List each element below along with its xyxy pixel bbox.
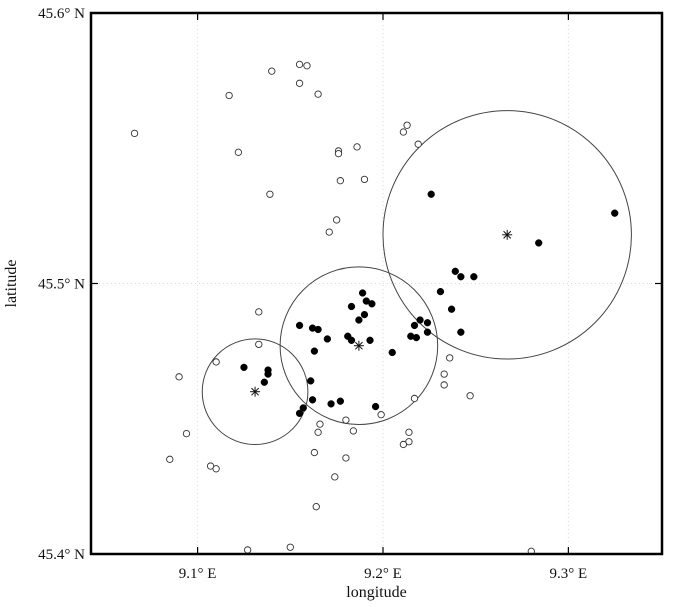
filled-point (427, 190, 435, 198)
filled-point (323, 335, 332, 343)
filled-point (457, 273, 465, 281)
hollow-point (212, 465, 220, 473)
filled-point (347, 336, 356, 344)
hollow-point (255, 308, 263, 316)
hollow-point (244, 546, 252, 554)
y-tick-label: 45.4° N (38, 547, 85, 563)
star-marker (502, 229, 513, 240)
cluster-circles (201, 110, 632, 446)
hollow-point (410, 394, 419, 403)
filled-point (355, 316, 363, 324)
filled-point (436, 287, 445, 296)
filled-point (299, 404, 307, 412)
x-tick-label: 9.3° E (550, 566, 588, 582)
filled-point (416, 316, 424, 324)
hollow-point (182, 429, 191, 438)
hollow-point (175, 373, 183, 381)
hollow-point (314, 428, 322, 436)
data-points (130, 60, 619, 555)
cluster-circle (382, 110, 632, 360)
hollow-point (399, 128, 408, 136)
cluster-circle (201, 338, 309, 446)
filled-point (368, 300, 376, 308)
hollow-point (414, 140, 422, 148)
y-tick-label: 45.6° N (38, 6, 85, 22)
hollow-point (342, 454, 350, 462)
filled-point (260, 378, 268, 386)
axis-ticks: 9.1° E 9.2° E 9.3° E 45.4° N 45.5° N 45.6° N (38, 6, 662, 582)
y-axis-title: latitude (3, 260, 20, 308)
filled-point (423, 328, 432, 336)
hollow-point (286, 543, 294, 551)
hollow-point (310, 448, 319, 457)
filled-point (314, 325, 322, 334)
filled-point (295, 321, 304, 330)
x-tick-label: 9.2° E (364, 566, 402, 582)
hollow-point (353, 143, 361, 151)
hollow-point (268, 67, 276, 75)
cluster-circle (279, 266, 439, 426)
hollow-point (342, 416, 350, 424)
hollow-point (440, 381, 448, 389)
filled-point (310, 347, 319, 355)
hollow-point (234, 148, 243, 156)
hollow-point (399, 440, 408, 449)
hollow-point (332, 216, 341, 224)
filled-point (295, 409, 304, 417)
hollow-point (334, 150, 343, 158)
hollow-point (225, 91, 233, 100)
hollow-point (295, 60, 304, 69)
hollow-point (303, 62, 311, 70)
hollow-point (295, 79, 304, 87)
filled-point (410, 321, 419, 330)
x-tick-label: 9.1° E (179, 566, 217, 582)
hollow-point (440, 370, 448, 378)
hollow-point (360, 175, 369, 184)
filled-point (366, 336, 374, 344)
filled-point (240, 363, 248, 372)
filled-point (360, 310, 369, 319)
hollow-point (336, 177, 344, 185)
filled-point (412, 333, 421, 342)
filled-point (264, 370, 272, 378)
hollow-point (446, 354, 454, 362)
filled-point (423, 319, 432, 327)
filled-point (388, 348, 396, 357)
filled-point (358, 289, 367, 297)
grid (91, 12, 662, 555)
hollow-point (212, 358, 220, 366)
star-marker (353, 340, 364, 351)
filled-point (535, 239, 543, 247)
hollow-point (266, 190, 274, 198)
filled-point (470, 273, 478, 281)
filled-point (371, 402, 380, 411)
hollow-point (325, 228, 333, 236)
x-axis-title: longitude (346, 584, 406, 601)
hollow-point (314, 90, 322, 98)
hollow-point (403, 121, 411, 129)
hollow-point (349, 427, 357, 435)
filled-point (308, 396, 317, 404)
hollow-point (316, 420, 324, 428)
filled-point (611, 209, 619, 217)
filled-point (457, 328, 465, 336)
hollow-point (466, 392, 474, 400)
filled-point (307, 377, 315, 385)
hollow-point (312, 503, 320, 511)
filled-point (447, 305, 456, 313)
hollow-point (255, 340, 263, 349)
filled-point (451, 267, 459, 275)
hollow-point (166, 455, 174, 463)
hollow-point (331, 473, 339, 481)
plot-frame (89, 11, 664, 556)
filled-point (347, 302, 356, 311)
hollow-point (405, 428, 413, 436)
hollow-point (130, 129, 139, 138)
filled-point (336, 397, 344, 405)
hollow-point (377, 411, 385, 419)
y-tick-label: 45.5° N (38, 277, 85, 293)
filled-point (327, 400, 335, 408)
star-marker (250, 386, 261, 397)
